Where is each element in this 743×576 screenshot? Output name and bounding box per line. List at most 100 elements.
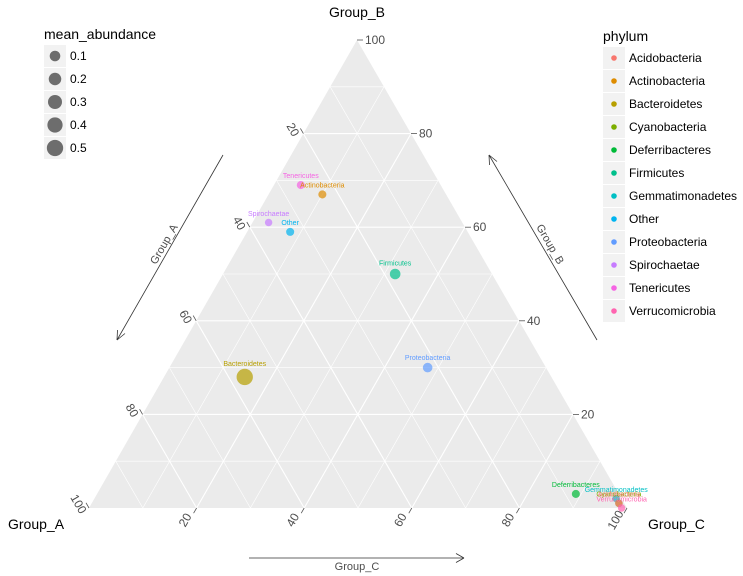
- color-legend-label: Tenericutes: [629, 281, 690, 295]
- color-legend-dot: [611, 262, 617, 268]
- color-legend-dot: [611, 308, 617, 314]
- grid-line-c: [411, 320, 520, 509]
- vertex-label-right: Group_C: [648, 516, 705, 532]
- color-legend-label: Firmicutes: [629, 166, 684, 180]
- color-legend-dot: [611, 285, 617, 291]
- tick-a: [85, 502, 90, 509]
- tick-marks: [85, 39, 628, 514]
- axis-title-right: Group_B: [533, 222, 565, 266]
- color-legend-label: Spirochaetae: [629, 258, 700, 272]
- grid-line-a: [195, 320, 305, 509]
- color-legend-dot: [611, 55, 617, 61]
- tick-label-a: 100: [67, 492, 89, 517]
- color-legend-label: Cyanobacteria: [629, 120, 707, 134]
- point-label-actinobacteria: Actinobacteria: [300, 182, 344, 189]
- size-legend-label: 0.3: [70, 95, 87, 109]
- axis-title-bottom: Group_C: [335, 561, 380, 573]
- tick-a: [139, 409, 143, 415]
- tick-label-b: 40: [527, 314, 541, 328]
- tick-label-b: 80: [419, 127, 433, 141]
- tick-c: [408, 507, 413, 514]
- color-legend-label: Acidobacteria: [629, 51, 702, 65]
- color-legend-label: Gemmatimonadetes: [629, 189, 737, 203]
- grid-line-c: [142, 86, 385, 509]
- point-label-acidobacteria: Acidobacteria: [598, 492, 641, 499]
- vertex-label-left: Group_A: [8, 516, 65, 532]
- point-labels: Tenericutes Actinobacteria Spirochaetae Oth…: [223, 173, 648, 503]
- tick-label-a: 60: [176, 308, 195, 327]
- size-legend: mean_abundance 0.1 0.2 0.3 0.4 0.5: [44, 26, 156, 159]
- point-label-cyanobacteria: Cyanobacteria: [596, 492, 641, 499]
- grid-line-a: [329, 86, 574, 509]
- point-firmicutes: [389, 268, 401, 280]
- color-legend-dot: [611, 78, 617, 84]
- grid-lines: [115, 86, 601, 509]
- size-legend-circle: [48, 72, 62, 86]
- point-label-verrucomicrobia: Verrucomicrobia: [596, 496, 647, 503]
- point-label-bacteroidetes: Bacteroidetes: [223, 361, 266, 368]
- point-label-spirochaetae: Spirochaetae: [248, 211, 289, 218]
- grid-line-a: [276, 180, 466, 509]
- tick-a: [300, 128, 304, 134]
- point-other: [286, 227, 295, 236]
- tick-a: [192, 315, 197, 321]
- tick-c: [300, 507, 305, 514]
- tick-label-c: 80: [499, 510, 518, 529]
- point-label-gemmatimonadetes: Gemmatimonadetes: [585, 487, 649, 494]
- color-legend-dot: [611, 239, 617, 245]
- tick-c: [623, 507, 628, 514]
- tick-label-a: 20: [283, 120, 302, 139]
- color-legend-label: Proteobacteria: [629, 235, 707, 249]
- grid-line-a: [222, 273, 359, 509]
- color-legend-title: phylum: [603, 28, 648, 44]
- tick-label-c: 40: [283, 510, 302, 529]
- point-label-firmicutes: Firmicutes: [379, 261, 412, 268]
- point-verrucomicrobia: [617, 504, 626, 512]
- point-label-deferribacteres: Deferribacteres: [552, 482, 600, 489]
- color-legend-dot: [611, 147, 617, 153]
- point-tenericutes: [296, 181, 305, 190]
- color-legend-label: Deferribacteres: [629, 143, 711, 157]
- tick-label-c: 60: [391, 510, 410, 529]
- color-legend-label: Actinobacteria: [629, 74, 705, 88]
- grid-line-c: [465, 367, 547, 509]
- color-legend-dot: [611, 216, 617, 222]
- point-label-tenericutes: Tenericutes: [283, 173, 319, 180]
- size-legend-label: 0.1: [70, 49, 87, 63]
- tick-c: [193, 507, 197, 514]
- color-legend-dot: [611, 193, 617, 199]
- tick-a: [246, 221, 251, 228]
- color-legend-label: Other: [629, 212, 659, 226]
- tick-label-a: 80: [123, 401, 142, 420]
- tick-label-b: 100: [365, 33, 385, 47]
- axis-title-left: Group_A: [148, 222, 181, 267]
- size-legend-label: 0.4: [70, 118, 87, 132]
- size-legend-circle: [49, 50, 61, 62]
- point-spirochaetae: [264, 218, 273, 227]
- data-points: [236, 181, 626, 512]
- axis-arrow-bottom: Group_C: [249, 553, 465, 573]
- size-legend-circle: [46, 139, 64, 157]
- point-proteobacteria: [422, 362, 433, 373]
- vertex-label-top: Group_B: [329, 4, 385, 20]
- grid-line-c: [518, 414, 574, 509]
- tick-label-a: 40: [230, 214, 249, 233]
- grid-line-c: [250, 180, 439, 509]
- color-legend-dot: [611, 170, 617, 176]
- grid-line-c: [572, 461, 601, 509]
- size-legend-title: mean_abundance: [44, 26, 156, 42]
- grid-line-a: [169, 367, 251, 509]
- size-legend-label: 0.5: [70, 141, 87, 155]
- color-legend-dot: [611, 101, 617, 107]
- tick-label-b: 60: [473, 220, 487, 234]
- point-label-proteobacteria: Proteobacteria: [405, 355, 451, 362]
- size-legend-circle: [47, 117, 63, 133]
- tick-label-b: 20: [581, 407, 595, 421]
- grid-line-a: [115, 461, 144, 509]
- point-actinobacteria: [318, 190, 327, 199]
- color-legend-dot: [611, 124, 617, 130]
- size-legend-circle: [48, 95, 62, 109]
- point-bacteroidetes: [236, 368, 253, 386]
